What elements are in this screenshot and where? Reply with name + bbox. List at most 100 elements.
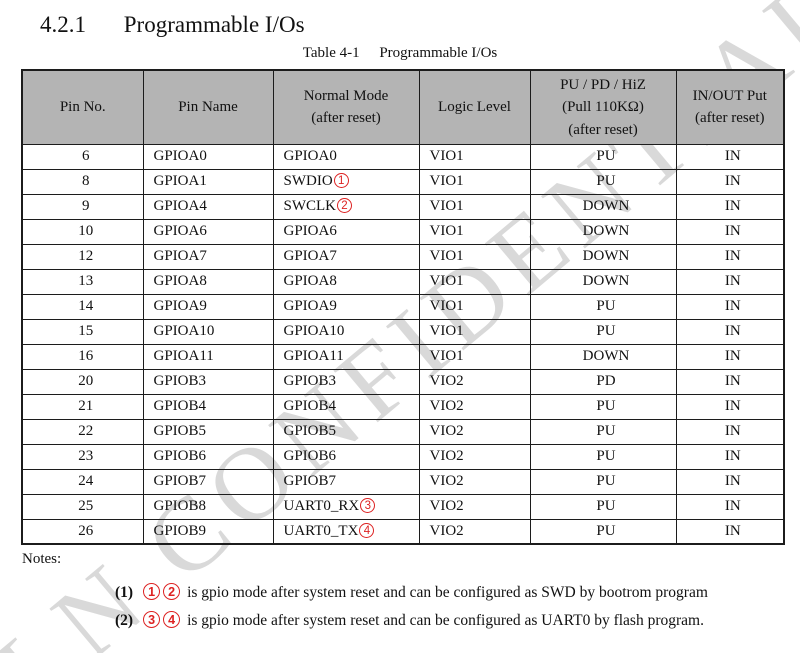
- cell-logic-level: VIO2: [418, 393, 531, 420]
- cell-logic-level: VIO1: [418, 193, 531, 220]
- cell-normal-mode: GPIOA6: [272, 218, 420, 245]
- cell-pin-no: 23: [21, 443, 144, 470]
- cell-pin-no: 25: [21, 493, 144, 520]
- cell-pin-no: 13: [21, 268, 144, 295]
- note-text: is gpio mode after system reset and can …: [187, 584, 708, 601]
- cell-logic-level: VIO1: [418, 218, 531, 245]
- cell-inout: IN: [675, 443, 785, 470]
- cell-pull: PU: [529, 443, 677, 470]
- cell-pin-name: GPIOA0: [142, 143, 274, 170]
- cell-pull: PU: [529, 293, 677, 320]
- cell-pin-name: GPIOA8: [142, 268, 274, 295]
- cell-pull: PU: [529, 468, 677, 495]
- cell-pull: PD: [529, 368, 677, 395]
- cell-pull: PU: [529, 318, 677, 345]
- cell-inout: IN: [675, 293, 785, 320]
- circled-number-4: 4: [359, 522, 375, 538]
- column-header-logic-level: Logic Level: [418, 69, 531, 145]
- table-row: 12 GPIOA7 GPIOA7 VIO1 DOWN IN: [21, 243, 785, 270]
- cell-inout: IN: [675, 143, 785, 170]
- table-caption-title: Programmable I/Os: [379, 45, 498, 61]
- cell-normal-mode: GPIOB3: [272, 368, 420, 395]
- cell-pull: DOWN: [529, 243, 677, 270]
- cell-logic-level: VIO2: [418, 443, 531, 470]
- cell-pin-name: GPIOB8: [142, 493, 274, 520]
- circled-number-4: 4: [163, 611, 181, 628]
- cell-inout: IN: [675, 318, 785, 345]
- cell-normal-mode: GPIOB7: [272, 468, 420, 495]
- cell-pin-no: 21: [21, 393, 144, 420]
- cell-inout: IN: [675, 243, 785, 270]
- cell-logic-level: VIO1: [418, 343, 531, 370]
- cell-normal-mode: UART0_TX 4: [272, 518, 420, 545]
- cell-inout: IN: [675, 393, 785, 420]
- cell-pin-no: 10: [21, 218, 144, 245]
- table-row: 22 GPIOB5 GPIOB5 VIO2 PU IN: [21, 418, 785, 445]
- circled-number-1: 1: [143, 583, 161, 600]
- notes-list: (1) 1 2 is gpio mode after system reset and…: [115, 583, 708, 639]
- section-heading: 4.2.1 Programmable I/Os: [40, 12, 305, 38]
- cell-pin-name: GPIOA9: [142, 293, 274, 320]
- cell-normal-mode: GPIOA11: [272, 343, 420, 370]
- cell-inout: IN: [675, 418, 785, 445]
- column-header-inout: IN/OUT Put (after reset): [675, 69, 785, 145]
- cell-pin-name: GPIOB5: [142, 418, 274, 445]
- note-text: is gpio mode after system reset and can …: [187, 612, 704, 629]
- cell-inout: IN: [675, 493, 785, 520]
- cell-normal-mode: SWCLK 2: [272, 193, 420, 220]
- cell-inout: IN: [675, 268, 785, 295]
- cell-logic-level: VIO1: [418, 143, 531, 170]
- cell-pin-no: 6: [21, 143, 144, 170]
- cell-inout: IN: [675, 368, 785, 395]
- cell-pull: DOWN: [529, 343, 677, 370]
- table-row: 8 GPIOA1 SWDIO 1 VIO1 PU IN: [21, 168, 785, 195]
- cell-pin-name: GPIOB3: [142, 368, 274, 395]
- cell-normal-mode: GPIOA10: [272, 318, 420, 345]
- cell-pin-name: GPIOB4: [142, 393, 274, 420]
- cell-logic-level: VIO2: [418, 468, 531, 495]
- cell-inout: IN: [675, 193, 785, 220]
- cell-normal-mode: SWDIO 1: [272, 168, 420, 195]
- table-row: 24 GPIOB7 GPIOB7 VIO2 PU IN: [21, 468, 785, 495]
- circled-number-1: 1: [333, 173, 349, 188]
- cell-normal-mode: GPIOB5: [272, 418, 420, 445]
- cell-pin-name: GPIOA7: [142, 243, 274, 270]
- cell-logic-level: VIO2: [418, 518, 531, 545]
- table-row: 10 GPIOA6 GPIOA6 VIO1 DOWN IN: [21, 218, 785, 245]
- cell-pull: PU: [529, 393, 677, 420]
- table-row: 15 GPIOA10 GPIOA10 VIO1 PU IN: [21, 318, 785, 345]
- column-header-pin-no: Pin No.: [21, 69, 144, 145]
- cell-logic-level: VIO1: [418, 318, 531, 345]
- table-row: 25 GPIOB8 UART0_RX 3 VIO2 PU IN: [21, 493, 785, 520]
- cell-inout: IN: [675, 218, 785, 245]
- cell-normal-mode: GPIOB6: [272, 443, 420, 470]
- table-row: 9 GPIOA4 SWCLK 2 VIO1 DOWN IN: [21, 193, 785, 220]
- column-header-normal-mode: Normal Mode (after reset): [272, 69, 420, 145]
- cell-pull: PU: [529, 418, 677, 445]
- cell-pull: DOWN: [529, 218, 677, 245]
- cell-pin-no: 24: [21, 468, 144, 495]
- cell-inout: IN: [675, 518, 785, 545]
- cell-logic-level: VIO1: [418, 293, 531, 320]
- cell-pull: PU: [529, 168, 677, 195]
- table-caption-label: Table 4-1: [302, 45, 360, 61]
- table-row: 13 GPIOA8 GPIOA8 VIO1 DOWN IN: [21, 268, 785, 295]
- cell-pin-no: 9: [21, 193, 144, 220]
- cell-pin-name: GPIOA1: [142, 168, 274, 195]
- note-number: (1): [115, 584, 134, 601]
- table-header-row: Pin No. Pin Name Normal Mode (after reset) L…: [21, 69, 785, 145]
- notes-label: Notes:: [22, 551, 62, 567]
- table-row: 16 GPIOA11 GPIOA11 VIO1 DOWN IN: [21, 343, 785, 370]
- cell-logic-level: VIO1: [418, 168, 531, 195]
- section-number: 4.2.1: [40, 12, 86, 37]
- cell-logic-level: VIO2: [418, 493, 531, 520]
- cell-normal-mode: GPIOA9: [272, 293, 420, 320]
- circled-number-2: 2: [337, 198, 352, 213]
- cell-normal-mode: UART0_RX 3: [272, 493, 420, 520]
- cell-pin-no: 22: [21, 418, 144, 445]
- cell-pin-no: 16: [21, 343, 144, 370]
- section-title: Programmable I/Os: [123, 12, 305, 37]
- cell-inout: IN: [675, 468, 785, 495]
- cell-pin-name: GPIOB6: [142, 443, 274, 470]
